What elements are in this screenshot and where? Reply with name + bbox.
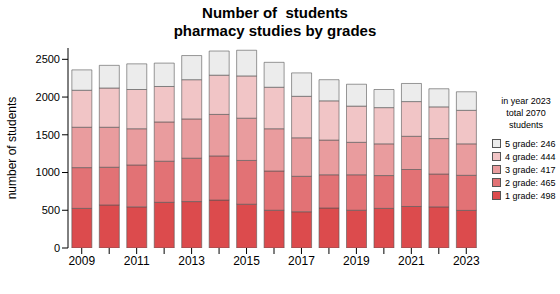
svg-text:0: 0: [54, 242, 60, 254]
html-text:pharmacy studies by grades: pharmacy studies by grades: [173, 22, 377, 39]
svg-text:2013: 2013: [178, 254, 205, 268]
svg-text:2000: 2000: [36, 91, 60, 103]
html-text:5 grade: 246: 5 grade: 246: [505, 138, 556, 149]
svg-text:2023: 2023: [453, 254, 480, 268]
svg-text:number of students: number of students: [8, 97, 19, 200]
html-text:Number of students: Number of students: [202, 4, 348, 21]
svg-text:1000: 1000: [36, 166, 60, 178]
html-text:4 grade: 444: 4 grade: 444: [505, 151, 556, 162]
html-text:total 2070: total 2070: [506, 108, 546, 118]
html-text:3 grade: 417: 3 grade: 417: [505, 164, 556, 175]
html-text:students: students: [509, 120, 543, 130]
svg-text:500: 500: [42, 204, 60, 216]
svg-text:2021: 2021: [398, 254, 425, 268]
svg-text:2017: 2017: [288, 254, 315, 268]
html-text:in year 2023: in year 2023: [501, 96, 551, 106]
html-text:2 grade: 465: 2 grade: 465: [505, 177, 556, 188]
svg-text:2011: 2011: [124, 254, 150, 268]
svg-text:2019: 2019: [343, 254, 370, 268]
svg-text:1500: 1500: [36, 129, 60, 141]
svg-text:2500: 2500: [36, 53, 60, 65]
html-text:1 grade: 498: 1 grade: 498: [505, 190, 556, 201]
svg-text:2009: 2009: [68, 254, 95, 268]
svg-text:2015: 2015: [233, 254, 260, 268]
